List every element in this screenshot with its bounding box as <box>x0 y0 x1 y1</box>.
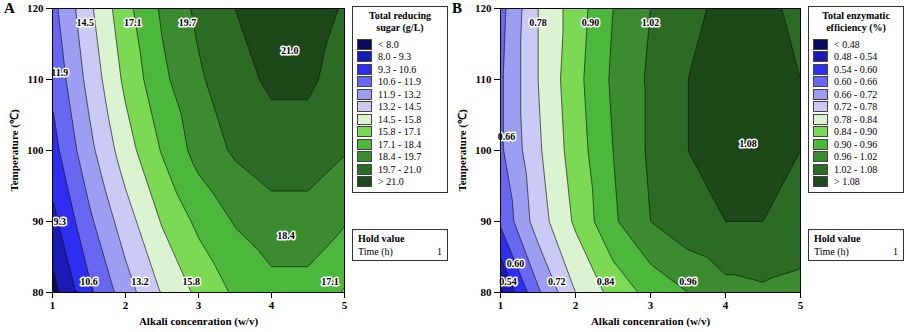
html-text:14.5 - 15.8: 14.5 - 15.8 <box>378 113 422 125</box>
svg-text:0.72: 0.72 <box>548 276 566 287</box>
html-text:13.2 - 14.5: 13.2 - 14.5 <box>378 101 422 113</box>
html-text:19.7 - 21.0: 19.7 - 21.0 <box>378 163 422 175</box>
svg-text:1.08: 1.08 <box>739 138 757 149</box>
svg-text:5: 5 <box>798 299 804 311</box>
svg-text:80: 80 <box>481 286 493 298</box>
svg-text:Alkali concenration (w/v): Alkali concenration (w/v) <box>591 315 710 328</box>
html-text:10.6 - 11.9: 10.6 - 11.9 <box>378 76 421 88</box>
svg-text:17.1: 17.1 <box>321 276 339 287</box>
svg-text:0.84: 0.84 <box>597 276 615 287</box>
svg-text:90: 90 <box>33 215 45 227</box>
svg-text:Alkali concenration (w/v): Alkali concenration (w/v) <box>139 315 258 328</box>
svg-text:0.96: 0.96 <box>679 276 697 287</box>
html-text:9.3 - 10.6: 9.3 - 10.6 <box>378 63 417 75</box>
html-text:0.60 - 0.66: 0.60 - 0.66 <box>834 76 878 88</box>
svg-text:120: 120 <box>27 2 44 14</box>
html-text:< 0.48: < 0.48 <box>834 38 860 50</box>
svg-text:11.9: 11.9 <box>51 67 68 78</box>
html-text:0.84 - 0.90: 0.84 - 0.90 <box>834 126 878 138</box>
svg-text:18.4: 18.4 <box>277 230 295 241</box>
svg-text:21.0: 21.0 <box>281 45 299 56</box>
html-text:0.90 - 0.96: 0.90 - 0.96 <box>834 138 878 150</box>
html-text:Hold value: Hold value <box>814 233 861 244</box>
svg-text:15.8: 15.8 <box>182 276 200 287</box>
html-text:1: 1 <box>437 246 442 257</box>
svg-text:80: 80 <box>33 286 45 298</box>
svg-text:120: 120 <box>475 2 492 14</box>
html-text:Total reducing sugar (g/L): Total reducing sugar (g/L) <box>369 10 431 33</box>
html-text:0.78 - 0.84: 0.78 - 0.84 <box>834 113 878 125</box>
html-text:A: A <box>4 0 15 16</box>
html-text:Time (h): Time (h) <box>358 246 393 257</box>
svg-text:0.54: 0.54 <box>499 276 517 287</box>
svg-text:9.3: 9.3 <box>54 216 67 227</box>
svg-text:17.1: 17.1 <box>124 17 142 28</box>
svg-text:100: 100 <box>475 144 492 156</box>
html-text:0.72 - 0.78: 0.72 - 0.78 <box>834 101 878 113</box>
html-text:Hold value: Hold value <box>358 233 405 244</box>
html-text:8.0 - 9.3: 8.0 - 9.3 <box>378 51 412 63</box>
svg-text:4: 4 <box>269 299 275 311</box>
svg-text:110: 110 <box>476 73 492 85</box>
svg-text:10.6: 10.6 <box>80 276 98 287</box>
html-text:1: 1 <box>893 246 898 257</box>
html-text:> 1.08: > 1.08 <box>834 176 860 188</box>
svg-text:14.5: 14.5 <box>77 17 95 28</box>
svg-text:0.60: 0.60 <box>507 258 525 269</box>
html-text:0.48 - 0.54: 0.48 - 0.54 <box>834 51 878 63</box>
svg-text:0.90: 0.90 <box>582 17 600 28</box>
svg-text:Temperature (℃): Temperature (℃) <box>456 109 469 192</box>
svg-text:100: 100 <box>27 144 44 156</box>
svg-text:19.7: 19.7 <box>179 17 197 28</box>
html-text:18.4 - 19.7: 18.4 - 19.7 <box>378 151 422 163</box>
svg-text:1: 1 <box>498 299 504 311</box>
html-text:Total enzymatic efficiency (%): Total enzymatic efficiency (%) <box>822 10 890 33</box>
html-text:B: B <box>452 0 462 16</box>
html-text:0.96 - 1.02: 0.96 - 1.02 <box>834 151 878 163</box>
svg-text:2: 2 <box>573 299 579 311</box>
svg-text:4: 4 <box>723 299 729 311</box>
html-text:1.02 - 1.08: 1.02 - 1.08 <box>834 163 878 175</box>
html-text:0.66 - 0.72: 0.66 - 0.72 <box>834 88 878 100</box>
svg-text:13.2: 13.2 <box>131 276 149 287</box>
html-text:11.9 - 13.2: 11.9 - 13.2 <box>378 88 421 100</box>
svg-text:0.66: 0.66 <box>497 130 516 142</box>
svg-text:90: 90 <box>481 215 493 227</box>
html-text:> 21.0: > 21.0 <box>378 176 404 188</box>
html-text:15.8 - 17.1: 15.8 - 17.1 <box>378 126 422 138</box>
svg-text:Temperature (℃): Temperature (℃) <box>8 109 21 192</box>
svg-text:1: 1 <box>50 299 56 311</box>
html-text:17.1 - 18.4: 17.1 - 18.4 <box>378 138 422 150</box>
svg-text:3: 3 <box>648 299 654 311</box>
svg-text:3: 3 <box>196 299 202 311</box>
svg-text:1.02: 1.02 <box>642 17 660 28</box>
svg-text:5: 5 <box>342 299 348 311</box>
svg-text:2: 2 <box>123 299 129 311</box>
html-text:0.54 - 0.60: 0.54 - 0.60 <box>834 63 878 75</box>
svg-text:110: 110 <box>28 73 44 85</box>
html-text:Time (h): Time (h) <box>814 246 849 257</box>
html-text:< 8.0: < 8.0 <box>378 38 399 50</box>
svg-text:0.78: 0.78 <box>529 17 547 28</box>
